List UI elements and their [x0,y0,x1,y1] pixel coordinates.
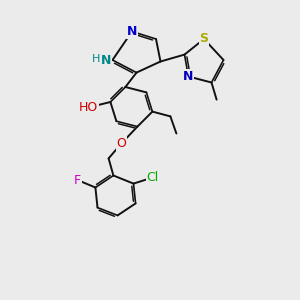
Text: N: N [183,70,194,83]
Text: Cl: Cl [146,171,158,184]
Text: N: N [127,25,137,38]
Text: N: N [101,53,111,67]
Text: F: F [74,173,81,187]
Text: HO: HO [79,101,98,114]
Text: O: O [117,137,126,150]
Text: S: S [200,32,208,46]
Text: H: H [92,54,100,64]
